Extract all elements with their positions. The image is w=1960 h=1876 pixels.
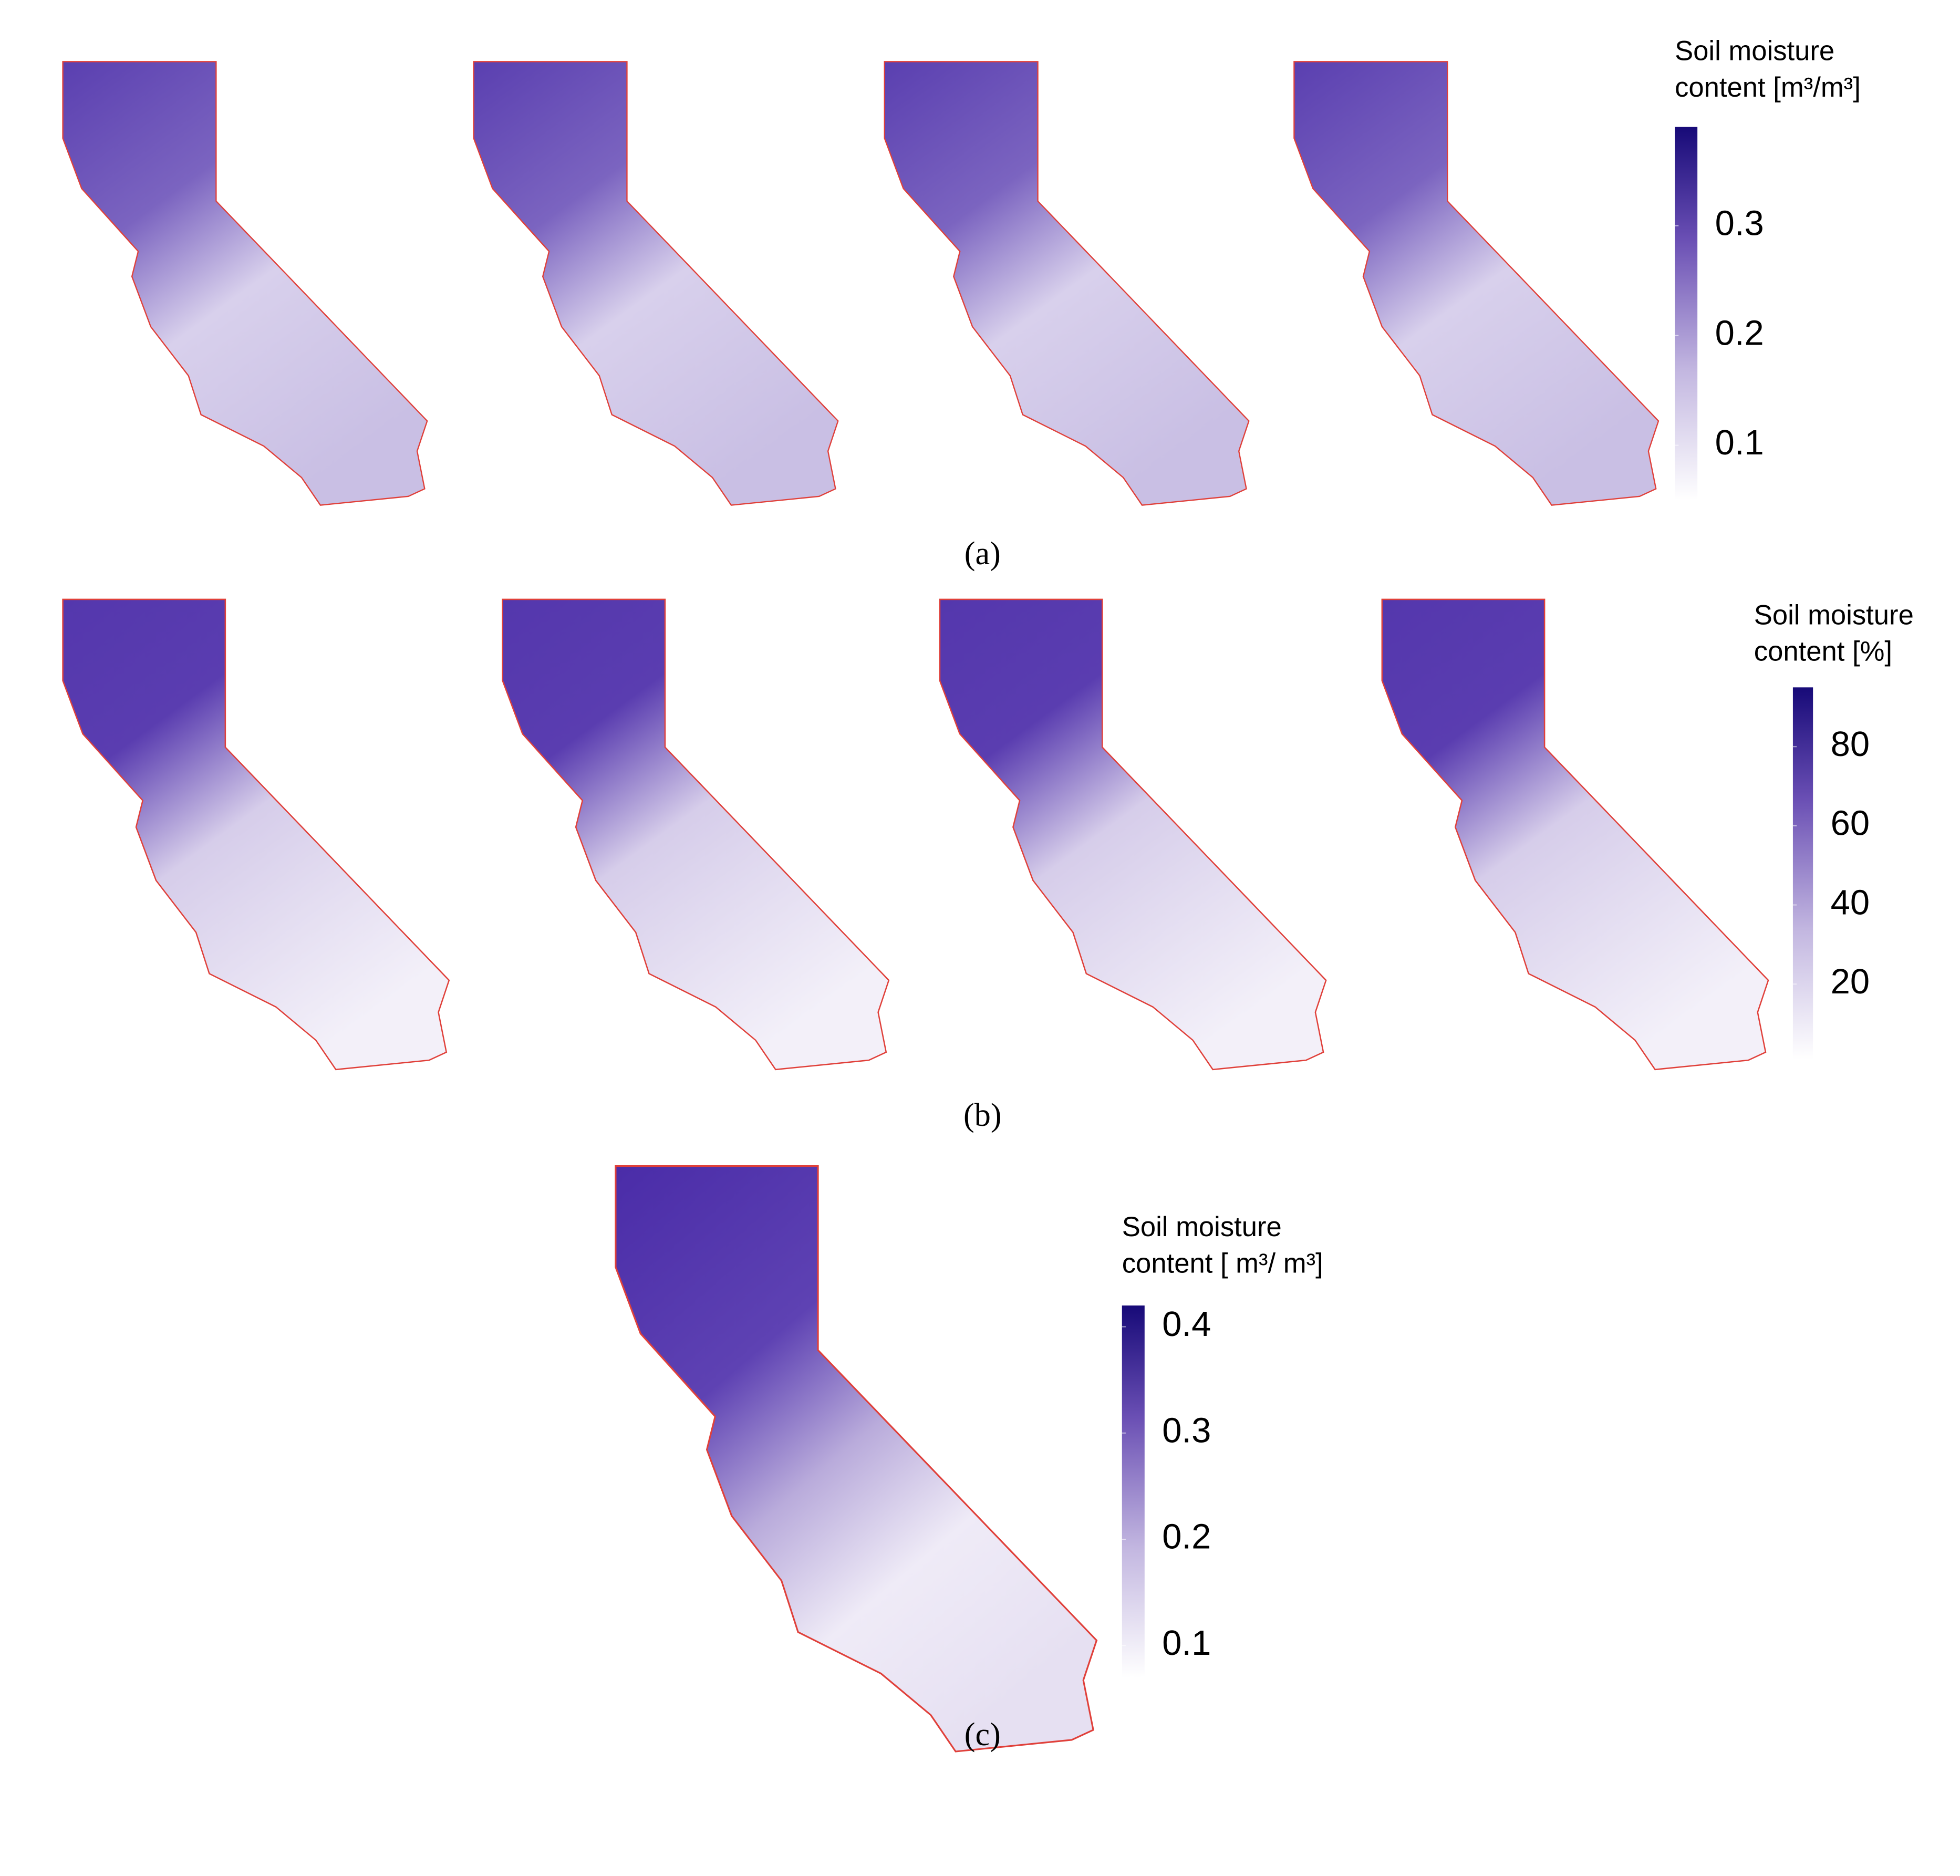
map [615, 1165, 1098, 1753]
legend-title: Soil moisture [1754, 599, 1914, 630]
tick-label: 60 [1831, 804, 1870, 843]
map [473, 61, 839, 506]
map [1293, 61, 1660, 506]
tick-label: 0.3 [1715, 203, 1764, 243]
maps [62, 61, 1769, 1753]
map [62, 598, 450, 1071]
colorbar [1675, 127, 1698, 501]
tick-label: 80 [1831, 724, 1870, 764]
colorbar [1792, 687, 1813, 1060]
tick-label: 0.2 [1715, 313, 1764, 353]
legend-title: content [ m³/ m³] [1122, 1248, 1323, 1279]
legend-title: Soil moisture [1122, 1211, 1282, 1242]
panel-label: (a) [965, 536, 1001, 572]
map [939, 598, 1327, 1071]
map [884, 61, 1250, 506]
legend-title: content [%] [1754, 636, 1892, 667]
tick-label: 40 [1831, 883, 1870, 922]
map [502, 598, 890, 1071]
panel-label: (b) [963, 1097, 1002, 1133]
map [62, 61, 428, 506]
map [1381, 598, 1769, 1071]
tick-label: 0.1 [1162, 1623, 1211, 1663]
colorbar [1122, 1305, 1145, 1677]
tick-label: 0.4 [1162, 1304, 1211, 1344]
tick-label: 0.2 [1162, 1517, 1211, 1557]
legend-title: content [m³/m³] [1675, 72, 1861, 103]
tick-label: 0.1 [1715, 423, 1764, 462]
tick-label: 0.3 [1162, 1411, 1211, 1450]
legend-title: Soil moisture [1675, 35, 1834, 66]
tick-label: 20 [1831, 962, 1870, 1001]
panel-label: (c) [965, 1717, 1001, 1753]
